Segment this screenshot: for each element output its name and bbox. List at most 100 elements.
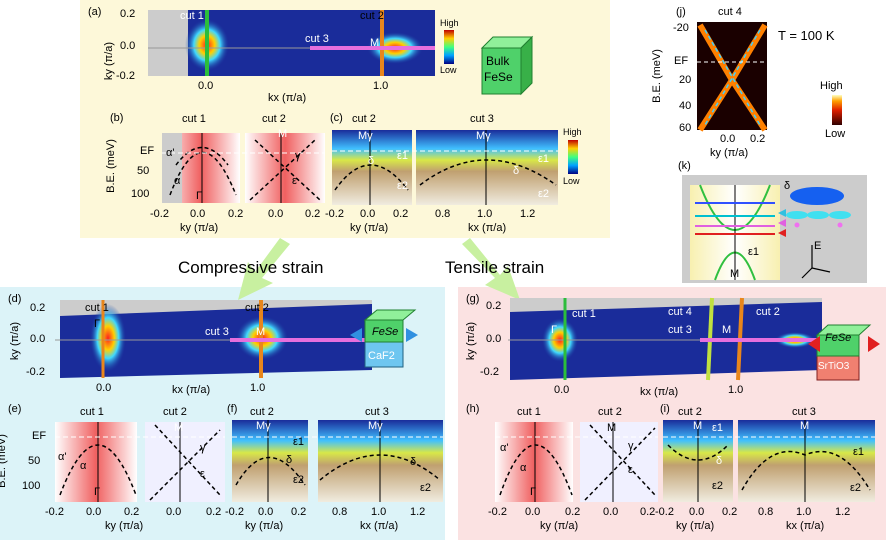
panel-letter-a: (a) [88,6,102,18]
a-legend-high: High [440,18,459,28]
b-kytick-3: 0.2 [228,208,244,220]
panel-letter-f: (f) [227,403,238,415]
g-fese-label: FeSe [825,332,852,344]
f-kytick-3: 0.2 [291,506,307,518]
f-kytick-1: -0.2 [225,506,244,518]
h-kytick-4: 0.0 [603,506,619,518]
g-cut2: cut 2 [756,306,780,318]
panel-letter-k: (k) [678,160,691,172]
b-kytick-4: 0.0 [268,208,284,220]
panel-e [55,422,225,502]
e-gamma-point: Γ [94,486,101,498]
e-gamma-band: γ [200,442,206,454]
h-kytick-1: -0.2 [488,506,507,518]
i-kytick-3: 0.2 [722,506,738,518]
e-alpha: α [80,460,87,472]
h-eps: ε [628,464,633,476]
i-kytick-1: -0.2 [655,506,674,518]
b-cut1-label: cut 1 [182,113,206,125]
g-xtick-2: 1.0 [728,384,744,396]
e-kytick-5: 0.2 [206,506,222,518]
bulk-label-1: Bulk [486,54,510,68]
panel-d-kmap [55,300,372,378]
g-ytick-3: -0.2 [480,366,499,378]
f-kxtick-1: 0.8 [332,506,348,518]
e-kytick-3: 0.2 [124,506,140,518]
a-cut1-label: cut 1 [180,10,204,22]
panel-letter-j: (j) [676,6,686,18]
e-betick-1: 50 [28,455,41,467]
a-legend-low: Low [440,65,457,75]
h-cut1: cut 1 [517,406,541,418]
b-alphap: α' [166,147,175,159]
b-ef-label: EF [140,145,155,157]
j-betick-3: 20 [679,74,692,86]
e-yaxis-label: B.E. (meV) [0,434,8,488]
panel-letter-i: (i) [660,403,670,415]
panel-b [162,133,325,203]
h-cut2: cut 2 [598,406,622,418]
d-ytick-3: -0.2 [26,366,45,378]
d-ytick-1: 0.2 [30,302,46,314]
panel-h [495,422,658,502]
i-kx-axis: kx (π/a) [786,520,825,532]
d-fese-label: FeSe [372,326,399,338]
g-yaxis-label: ky (π/a) [465,321,478,361]
c-Mgamma-2: Mγ [476,130,491,142]
j-betick-1: -20 [673,22,689,34]
g-ytick-2: 0.0 [486,333,502,345]
panel-letter-g: (g) [466,293,480,305]
b-kytick-1: -0.2 [150,208,169,220]
j-ktick-1: 0.0 [720,133,736,145]
tensile-strain-label: Tensile strain [445,258,545,277]
c-cut3-label: cut 3 [470,113,494,125]
panel-letter-b: (b) [110,112,124,124]
h-gamma-point: Γ [530,486,537,498]
c-kx-axis: kx (π/a) [468,222,507,234]
panel-letter-c: (c) [330,112,343,124]
panel-i [663,420,875,502]
f-kytick-2: 0.0 [258,506,274,518]
e-kytick-1: -0.2 [45,506,64,518]
bulk-label-2: FeSe [484,70,513,84]
b-yaxis-label: B.E. (meV) [104,139,117,193]
b-M: M [278,128,288,140]
d-M: M [256,326,266,338]
g-cut3: cut 3 [668,324,692,336]
h-kytick-2: 0.0 [525,506,541,518]
i-kxtick-1: 0.8 [758,506,774,518]
a-xaxis-label: kx (π/a) [268,92,307,104]
h-kytick-5: 0.2 [640,506,656,518]
d-cut3: cut 3 [205,326,229,338]
b-gamma-point: Γ [196,190,203,202]
d-xaxis-label: kx (π/a) [172,384,211,396]
g-xtick-1: 0.0 [554,384,570,396]
e-alphap: α' [58,451,67,463]
a-xtick-2: 1.0 [373,80,389,92]
a-ytick-2: 0.0 [120,40,136,52]
b-betick-2: 100 [131,188,150,200]
i-cut3: cut 3 [792,406,816,418]
c-delta-1: δ [368,155,375,167]
panel-k [682,175,867,283]
c-kxtick-3: 1.2 [520,208,536,220]
i-kxtick-2: 1.0 [796,506,812,518]
f-kxtick-3: 1.2 [410,506,426,518]
a-cut3-label: cut 3 [305,33,329,45]
srtio3-substrate-icon [808,324,880,381]
g-M: M [722,324,732,336]
j-yaxis-label: B.E. (meV) [650,49,663,103]
e-eps: ε [200,468,205,480]
e-kytick-2: 0.0 [86,506,102,518]
e-cut2: cut 2 [163,406,187,418]
f-kx-axis: kx (π/a) [360,520,399,532]
a-xtick-1: 0.0 [198,80,214,92]
c-kxtick-2: 1.0 [477,208,493,220]
j-temp-label: T = 100 K [778,28,835,43]
panel-j [697,22,842,132]
j-betick-5: 60 [679,122,692,134]
k-M: M [730,268,740,280]
c-delta-2: δ [513,165,520,177]
i-kytick-2: 0.0 [689,506,705,518]
panel-f [232,420,443,502]
